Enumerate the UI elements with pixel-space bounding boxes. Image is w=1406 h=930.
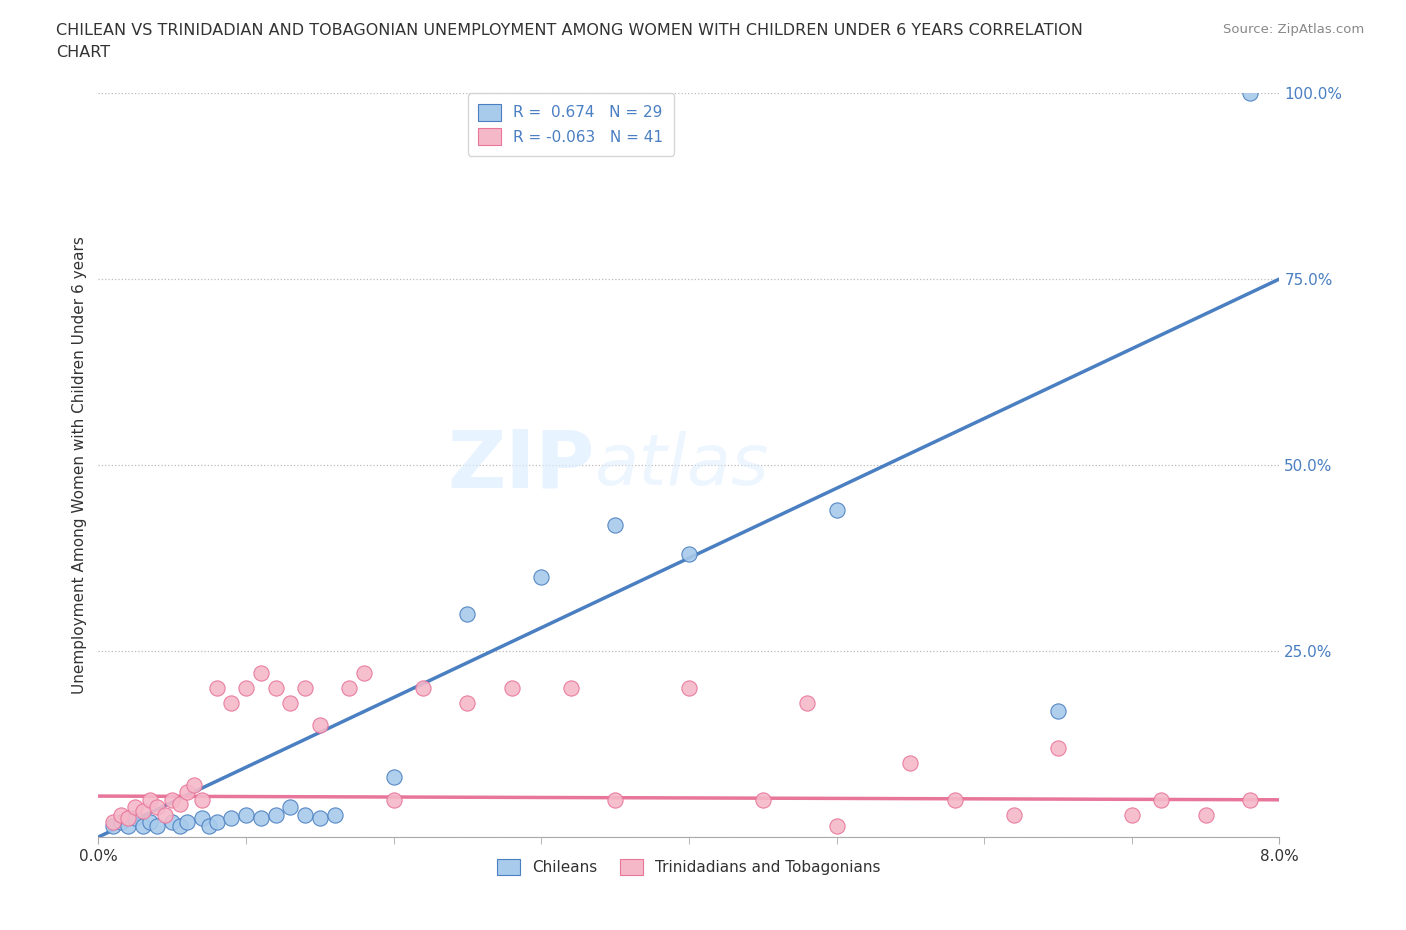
Point <box>176 785 198 800</box>
Point <box>1046 740 1070 755</box>
Point <box>1150 792 1173 807</box>
Point <box>294 807 316 822</box>
Point <box>221 811 243 826</box>
Point <box>235 681 257 696</box>
Point <box>103 818 125 833</box>
Point <box>796 696 818 711</box>
Point <box>103 815 125 830</box>
Point <box>162 792 183 807</box>
Text: atlas: atlas <box>595 431 769 499</box>
Legend: Chileans, Trinidadians and Tobagonians: Chileans, Trinidadians and Tobagonians <box>491 853 887 882</box>
Point <box>235 807 257 822</box>
Point <box>169 796 191 811</box>
Text: Source: ZipAtlas.com: Source: ZipAtlas.com <box>1223 23 1364 36</box>
Point <box>678 547 700 562</box>
Point <box>250 811 273 826</box>
Point <box>943 792 966 807</box>
Point <box>1195 807 1218 822</box>
Point <box>825 818 848 833</box>
Point <box>825 502 848 517</box>
Point <box>309 718 332 733</box>
Point <box>1239 86 1261 100</box>
Point <box>169 818 191 833</box>
Text: CHILEAN VS TRINIDADIAN AND TOBAGONIAN UNEMPLOYMENT AMONG WOMEN WITH CHILDREN UND: CHILEAN VS TRINIDADIAN AND TOBAGONIAN UN… <box>56 23 1083 38</box>
Point <box>501 681 523 696</box>
Point <box>146 800 169 815</box>
Point <box>139 815 162 830</box>
Point <box>309 811 332 826</box>
Point <box>382 792 405 807</box>
Point <box>382 770 405 785</box>
Point <box>353 666 375 681</box>
Point <box>605 517 627 532</box>
Point <box>752 792 775 807</box>
Point <box>221 696 243 711</box>
Point <box>146 818 169 833</box>
Point <box>560 681 582 696</box>
Point <box>139 792 162 807</box>
Point <box>264 681 287 696</box>
Point <box>117 811 139 826</box>
Point <box>280 800 302 815</box>
Point <box>124 800 146 815</box>
Point <box>110 815 132 830</box>
Point <box>1002 807 1025 822</box>
Text: CHART: CHART <box>56 45 110 60</box>
Point <box>132 818 155 833</box>
Point <box>191 811 214 826</box>
Point <box>530 569 553 584</box>
Point <box>1239 792 1261 807</box>
Point <box>162 815 183 830</box>
Point <box>198 818 221 833</box>
Point <box>605 792 627 807</box>
Point <box>205 681 228 696</box>
Point <box>1121 807 1143 822</box>
Point <box>457 606 479 621</box>
Point <box>110 807 132 822</box>
Point <box>250 666 273 681</box>
Point <box>280 696 302 711</box>
Point <box>294 681 316 696</box>
Point <box>678 681 700 696</box>
Point <box>124 811 146 826</box>
Point <box>191 792 214 807</box>
Point <box>339 681 361 696</box>
Y-axis label: Unemployment Among Women with Children Under 6 years: Unemployment Among Women with Children U… <box>72 236 87 694</box>
Point <box>323 807 346 822</box>
Point <box>412 681 434 696</box>
Point <box>264 807 287 822</box>
Point <box>900 755 922 770</box>
Point <box>205 815 228 830</box>
Point <box>153 807 176 822</box>
Point <box>117 818 139 833</box>
Point <box>457 696 479 711</box>
Point <box>1046 703 1070 718</box>
Point <box>176 815 198 830</box>
Text: ZIP: ZIP <box>447 426 595 504</box>
Point <box>132 804 155 818</box>
Point <box>183 777 205 792</box>
